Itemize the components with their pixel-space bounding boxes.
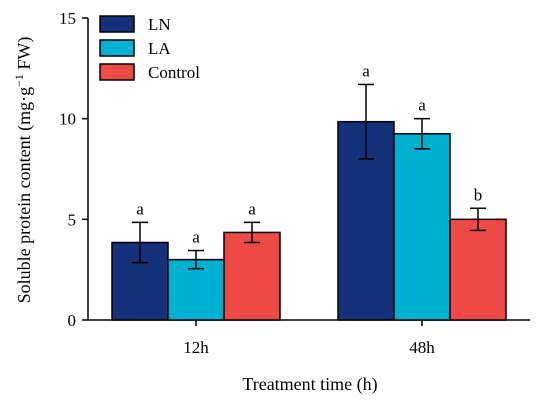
legend-label: LA <box>148 39 171 58</box>
x-tick-label: 48h <box>409 338 435 357</box>
y-tick-label: 10 <box>59 110 76 129</box>
legend-label: Control <box>148 63 200 82</box>
bar <box>223 231 281 321</box>
x-axis-label: Treatment time (h) <box>242 374 377 395</box>
y-axis-label: Soluble protein content (mg·g−1 FW) <box>12 37 35 304</box>
significance-letter: b <box>474 185 483 204</box>
y-tick-label: 5 <box>68 210 77 229</box>
y-tick-label: 0 <box>68 311 77 330</box>
significance-letter: a <box>248 199 256 218</box>
legend-swatch <box>99 63 135 81</box>
significance-letter: a <box>418 96 426 115</box>
x-tick-label: 12h <box>183 338 209 357</box>
legend-label: LN <box>148 15 171 34</box>
legend: LN LA Control <box>99 15 200 82</box>
bar <box>393 133 451 321</box>
legend-swatch <box>99 39 135 57</box>
significance-letter: a <box>362 61 370 80</box>
bars: a a a a a b <box>111 61 507 321</box>
y-tick-label: 15 <box>59 9 76 28</box>
significance-letter: a <box>192 228 200 247</box>
bar <box>449 218 507 321</box>
legend-swatch <box>99 15 135 33</box>
significance-letter: a <box>136 199 144 218</box>
